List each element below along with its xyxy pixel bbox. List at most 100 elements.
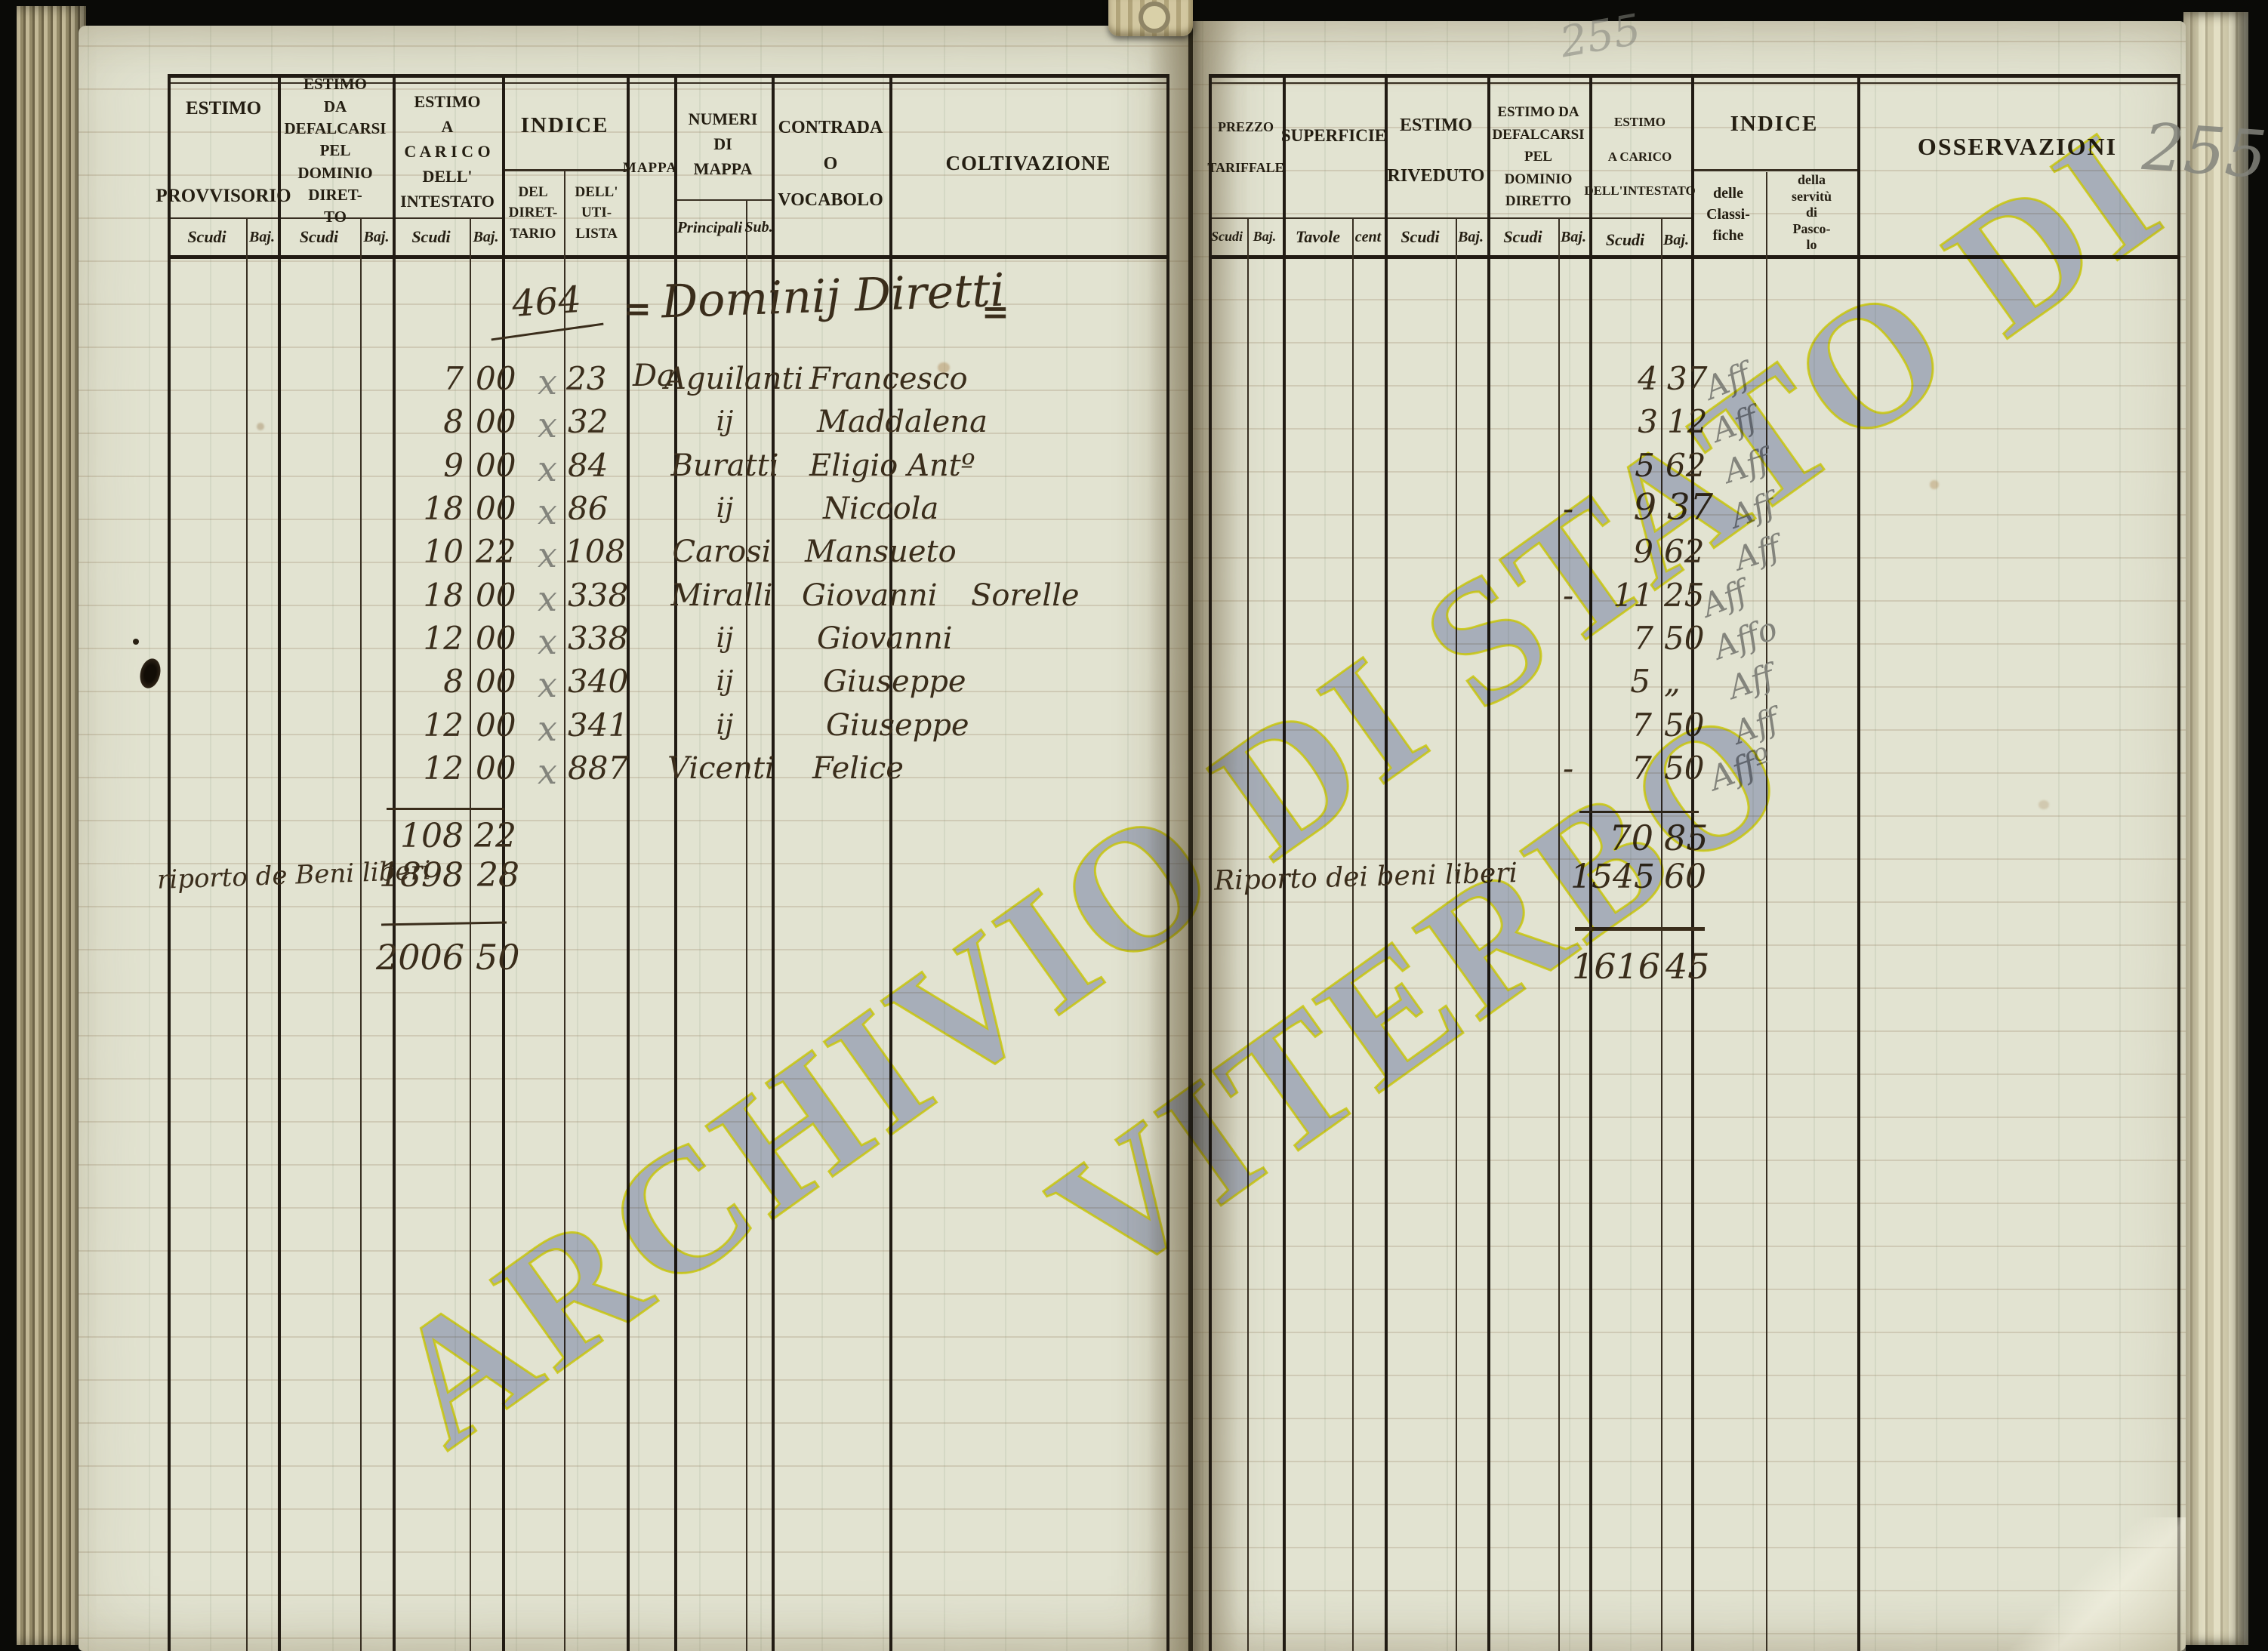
pencil-cross-mark: x bbox=[538, 534, 557, 575]
row-surname-ditto: ij bbox=[716, 406, 734, 437]
left-col-rule bbox=[1166, 74, 1169, 1651]
left-sub-rule bbox=[470, 217, 471, 1651]
right-subtotal-baj: 85 bbox=[1664, 818, 1709, 858]
row-indice: 108 bbox=[565, 533, 626, 570]
foxing-stain bbox=[2038, 800, 2049, 809]
subheader-scudi: Scudi bbox=[1605, 229, 1645, 249]
ink-dot bbox=[133, 639, 139, 645]
left-total-baj: 50 bbox=[476, 937, 520, 978]
row-dash-mark: - bbox=[1563, 490, 1574, 527]
row-baj: 22 bbox=[476, 533, 516, 570]
row-carico-baj: 62 bbox=[1666, 447, 1706, 484]
subheader-baj: Baj. bbox=[1458, 228, 1484, 245]
header-mappa: MAPPA bbox=[622, 160, 678, 177]
left-col-rule bbox=[502, 74, 505, 1651]
row-indice: 23 bbox=[566, 360, 607, 397]
left-col-rule bbox=[627, 74, 630, 1651]
row-surname-ditto: ij bbox=[716, 493, 734, 524]
header-estimo-defalcarsi: ESTIMO DA DEFALCARSI PEL DOMINIO DIRET- … bbox=[284, 75, 387, 226]
row-scudi: 9 bbox=[443, 447, 464, 484]
row-carico-baj: 37 bbox=[1667, 360, 1708, 397]
row-indice: 340 bbox=[568, 663, 629, 700]
row-carico-scudi: 11 bbox=[1613, 577, 1653, 614]
foxing-stain bbox=[938, 362, 950, 373]
row-name: Eligio Antº bbox=[809, 448, 975, 483]
row-note: Sorelle bbox=[971, 578, 1080, 613]
row-baj: 00 bbox=[476, 620, 516, 657]
left-sub-rule bbox=[360, 217, 362, 1651]
row-carico-scudi: 3 bbox=[1638, 403, 1658, 440]
row-surname: Vicenti bbox=[667, 751, 775, 786]
row-scudi: 12 bbox=[423, 707, 464, 744]
subheader-baj: Baj. bbox=[473, 228, 499, 245]
subheader-scudi: Scudi bbox=[411, 226, 451, 246]
header-numeri-principali: Principali bbox=[676, 217, 743, 236]
row-carico-scudi: 5 bbox=[1630, 663, 1650, 700]
left-sub-rule bbox=[564, 171, 565, 1651]
row-name: Giovanni bbox=[817, 621, 953, 656]
header-indice: INDICE bbox=[520, 112, 609, 137]
left-report-baj: 28 bbox=[477, 856, 519, 895]
left-subtotal-rule bbox=[387, 808, 504, 810]
right-subheader-rule bbox=[1209, 217, 1691, 219]
section-title: Dominij Diretti bbox=[660, 263, 1006, 329]
row-carico-scudi: 7 bbox=[1632, 750, 1652, 787]
row-scudi: 8 bbox=[443, 403, 464, 440]
row-carico-scudi: 9 bbox=[1633, 533, 1653, 570]
right-col-rule bbox=[1209, 74, 1212, 1651]
subheader-scudi: Scudi bbox=[1210, 229, 1243, 245]
left-table-top-rule-inner bbox=[168, 82, 1169, 84]
pencil-cross-mark: x bbox=[538, 362, 557, 402]
left-page-edge-stack bbox=[17, 6, 86, 1645]
subheader-baj: Baj. bbox=[1561, 228, 1586, 245]
right-col-rule bbox=[1857, 74, 1860, 1651]
left-subtotal-scudi: 108 bbox=[400, 817, 464, 855]
right-col-rule bbox=[1589, 74, 1592, 1651]
book-gutter-shadow bbox=[1148, 21, 1238, 1651]
row-surname: Buratti bbox=[670, 448, 779, 483]
foxing-stain bbox=[1930, 480, 1939, 489]
header-numeri-di-mappa: NUMERI DI MAPPA bbox=[688, 109, 758, 178]
header-indice-classifiche: delle Classi- fiche bbox=[1706, 185, 1750, 244]
row-carico-baj: 37 bbox=[1667, 486, 1714, 528]
header-estimo-defalcarsi-right: ESTIMO DA DEFALCARSI PEL DOMINIO DIRETTO bbox=[1492, 104, 1585, 210]
right-col-rule bbox=[1283, 74, 1286, 1651]
subheader-tavole: Tavole bbox=[1295, 226, 1341, 246]
header-contrada: CONTRADA O VOCABOLO bbox=[778, 118, 883, 210]
right-report-baj: 60 bbox=[1664, 858, 1706, 896]
right-subtotal-rule bbox=[1579, 811, 1699, 813]
pencil-cross-mark: x bbox=[538, 405, 557, 445]
subheader-scudi: Scudi bbox=[187, 226, 226, 246]
left-col-rule bbox=[278, 74, 281, 1651]
header-coltivazione: COLTIVAZIONE bbox=[945, 152, 1111, 175]
pencil-cross-mark: x bbox=[538, 751, 557, 792]
page-number-pencil: 255 bbox=[2140, 109, 2268, 194]
row-scudi: 10 bbox=[423, 533, 464, 570]
row-carico-baj: 25 bbox=[1664, 577, 1705, 614]
row-indice: 86 bbox=[568, 490, 609, 527]
row-carico-scudi: 5 bbox=[1635, 447, 1655, 484]
right-sub-rule bbox=[1456, 217, 1457, 1651]
left-header-bottom-rule bbox=[168, 255, 1169, 259]
row-mappa: Da bbox=[633, 359, 675, 393]
header-superficie: SUPERFICIE bbox=[1280, 126, 1387, 146]
row-carico-baj: „ bbox=[1664, 663, 1681, 700]
right-report-scudi: 1545 bbox=[1570, 858, 1655, 896]
left-total-scudi: 2006 bbox=[376, 937, 465, 978]
row-name: Giuseppe bbox=[823, 664, 966, 699]
row-carico-baj: 50 bbox=[1664, 750, 1705, 787]
pencil-cross-mark: x bbox=[538, 578, 557, 619]
left-col-rule bbox=[772, 74, 775, 1651]
row-scudi: 12 bbox=[423, 620, 464, 657]
left-col-rule bbox=[168, 74, 171, 1651]
row-carico-scudi: 7 bbox=[1633, 620, 1653, 657]
left-indice-rule bbox=[502, 169, 627, 171]
row-name: Giovanni bbox=[802, 578, 938, 613]
row-scudi: 18 bbox=[423, 577, 464, 614]
pencil-cross-mark: x bbox=[538, 664, 557, 705]
header-osservazioni: OSSERVAZIONI bbox=[1917, 133, 2118, 161]
subheader-scudi: Scudi bbox=[1401, 226, 1440, 246]
pencil-cross-mark: x bbox=[538, 491, 557, 532]
header-numeri-sub: Sub. bbox=[744, 218, 773, 236]
